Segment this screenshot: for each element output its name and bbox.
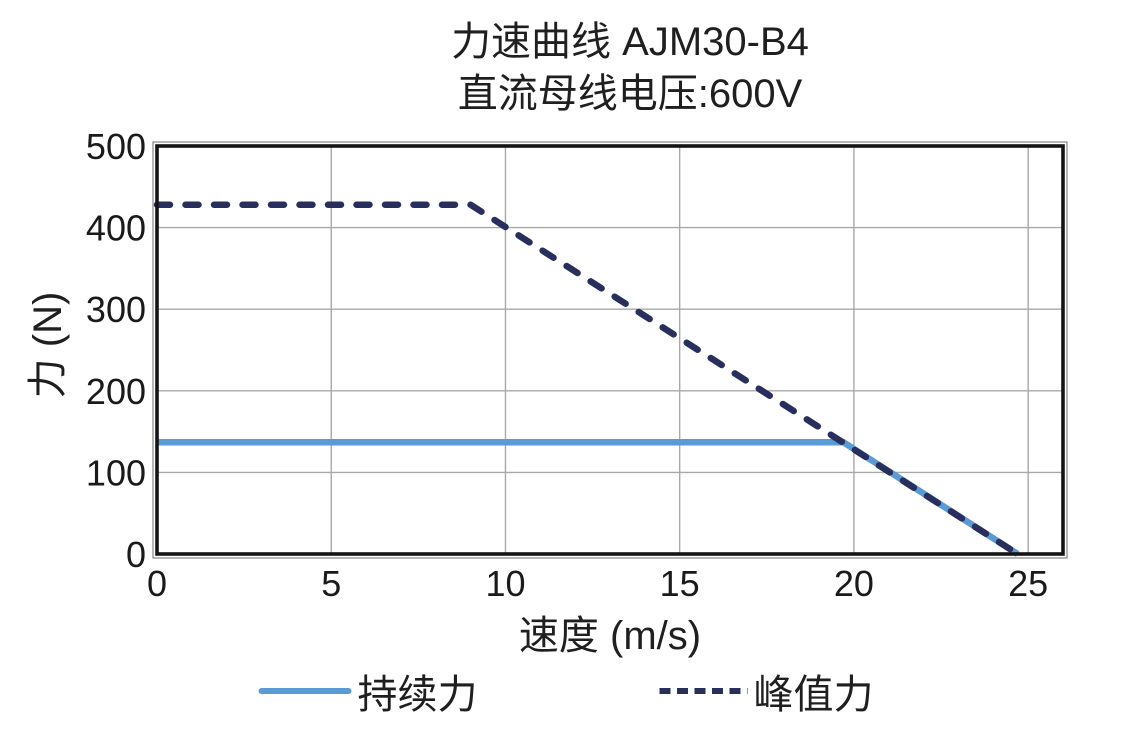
legend-item-peak-force: 峰值力 [659, 662, 874, 720]
x-tick-label-5: 5 [321, 563, 341, 604]
legend: 持续力 峰值力 [258, 662, 874, 720]
y-tick-label-400: 400 [86, 208, 146, 249]
chart-title-block: 力速曲线 AJM30-B4 直流母线电压:600V [160, 16, 1100, 120]
x-axis-title: 速度 (m/s) [518, 614, 702, 658]
peak-force-line-sample [659, 688, 748, 694]
y-tick-label-100: 100 [86, 452, 146, 493]
peak-force-line [153, 201, 1021, 558]
legend-label-continuous-force: 持续力 [357, 673, 478, 717]
x-tick-label-10: 10 [485, 563, 525, 604]
x-tick-label-0: 0 [147, 563, 167, 604]
legend-item-continuous-force: 持续力 [258, 662, 478, 720]
y-axis-title: 力 (N) [26, 291, 70, 399]
continuous-force-line [157, 438, 1020, 557]
plot-frame-outline [152, 141, 1068, 559]
chart-title: 力速曲线 AJM30-B4 [451, 20, 809, 64]
legend-label-peak-force: 峰值力 [753, 673, 874, 717]
y-tick-label-0: 0 [126, 534, 146, 575]
x-tick-label-20: 20 [834, 563, 874, 604]
plot-frame [155, 144, 1065, 556]
y-tick-label-200: 200 [86, 371, 146, 412]
x-tick-label-25: 25 [1008, 563, 1048, 604]
y-tick-label-300: 300 [86, 289, 146, 330]
x-tick-label-15: 15 [660, 563, 700, 604]
chart-subtitle: 直流母线电压:600V [457, 72, 803, 116]
y-tick-label-500: 500 [86, 126, 146, 167]
continuous-force-line-sample [258, 688, 352, 694]
